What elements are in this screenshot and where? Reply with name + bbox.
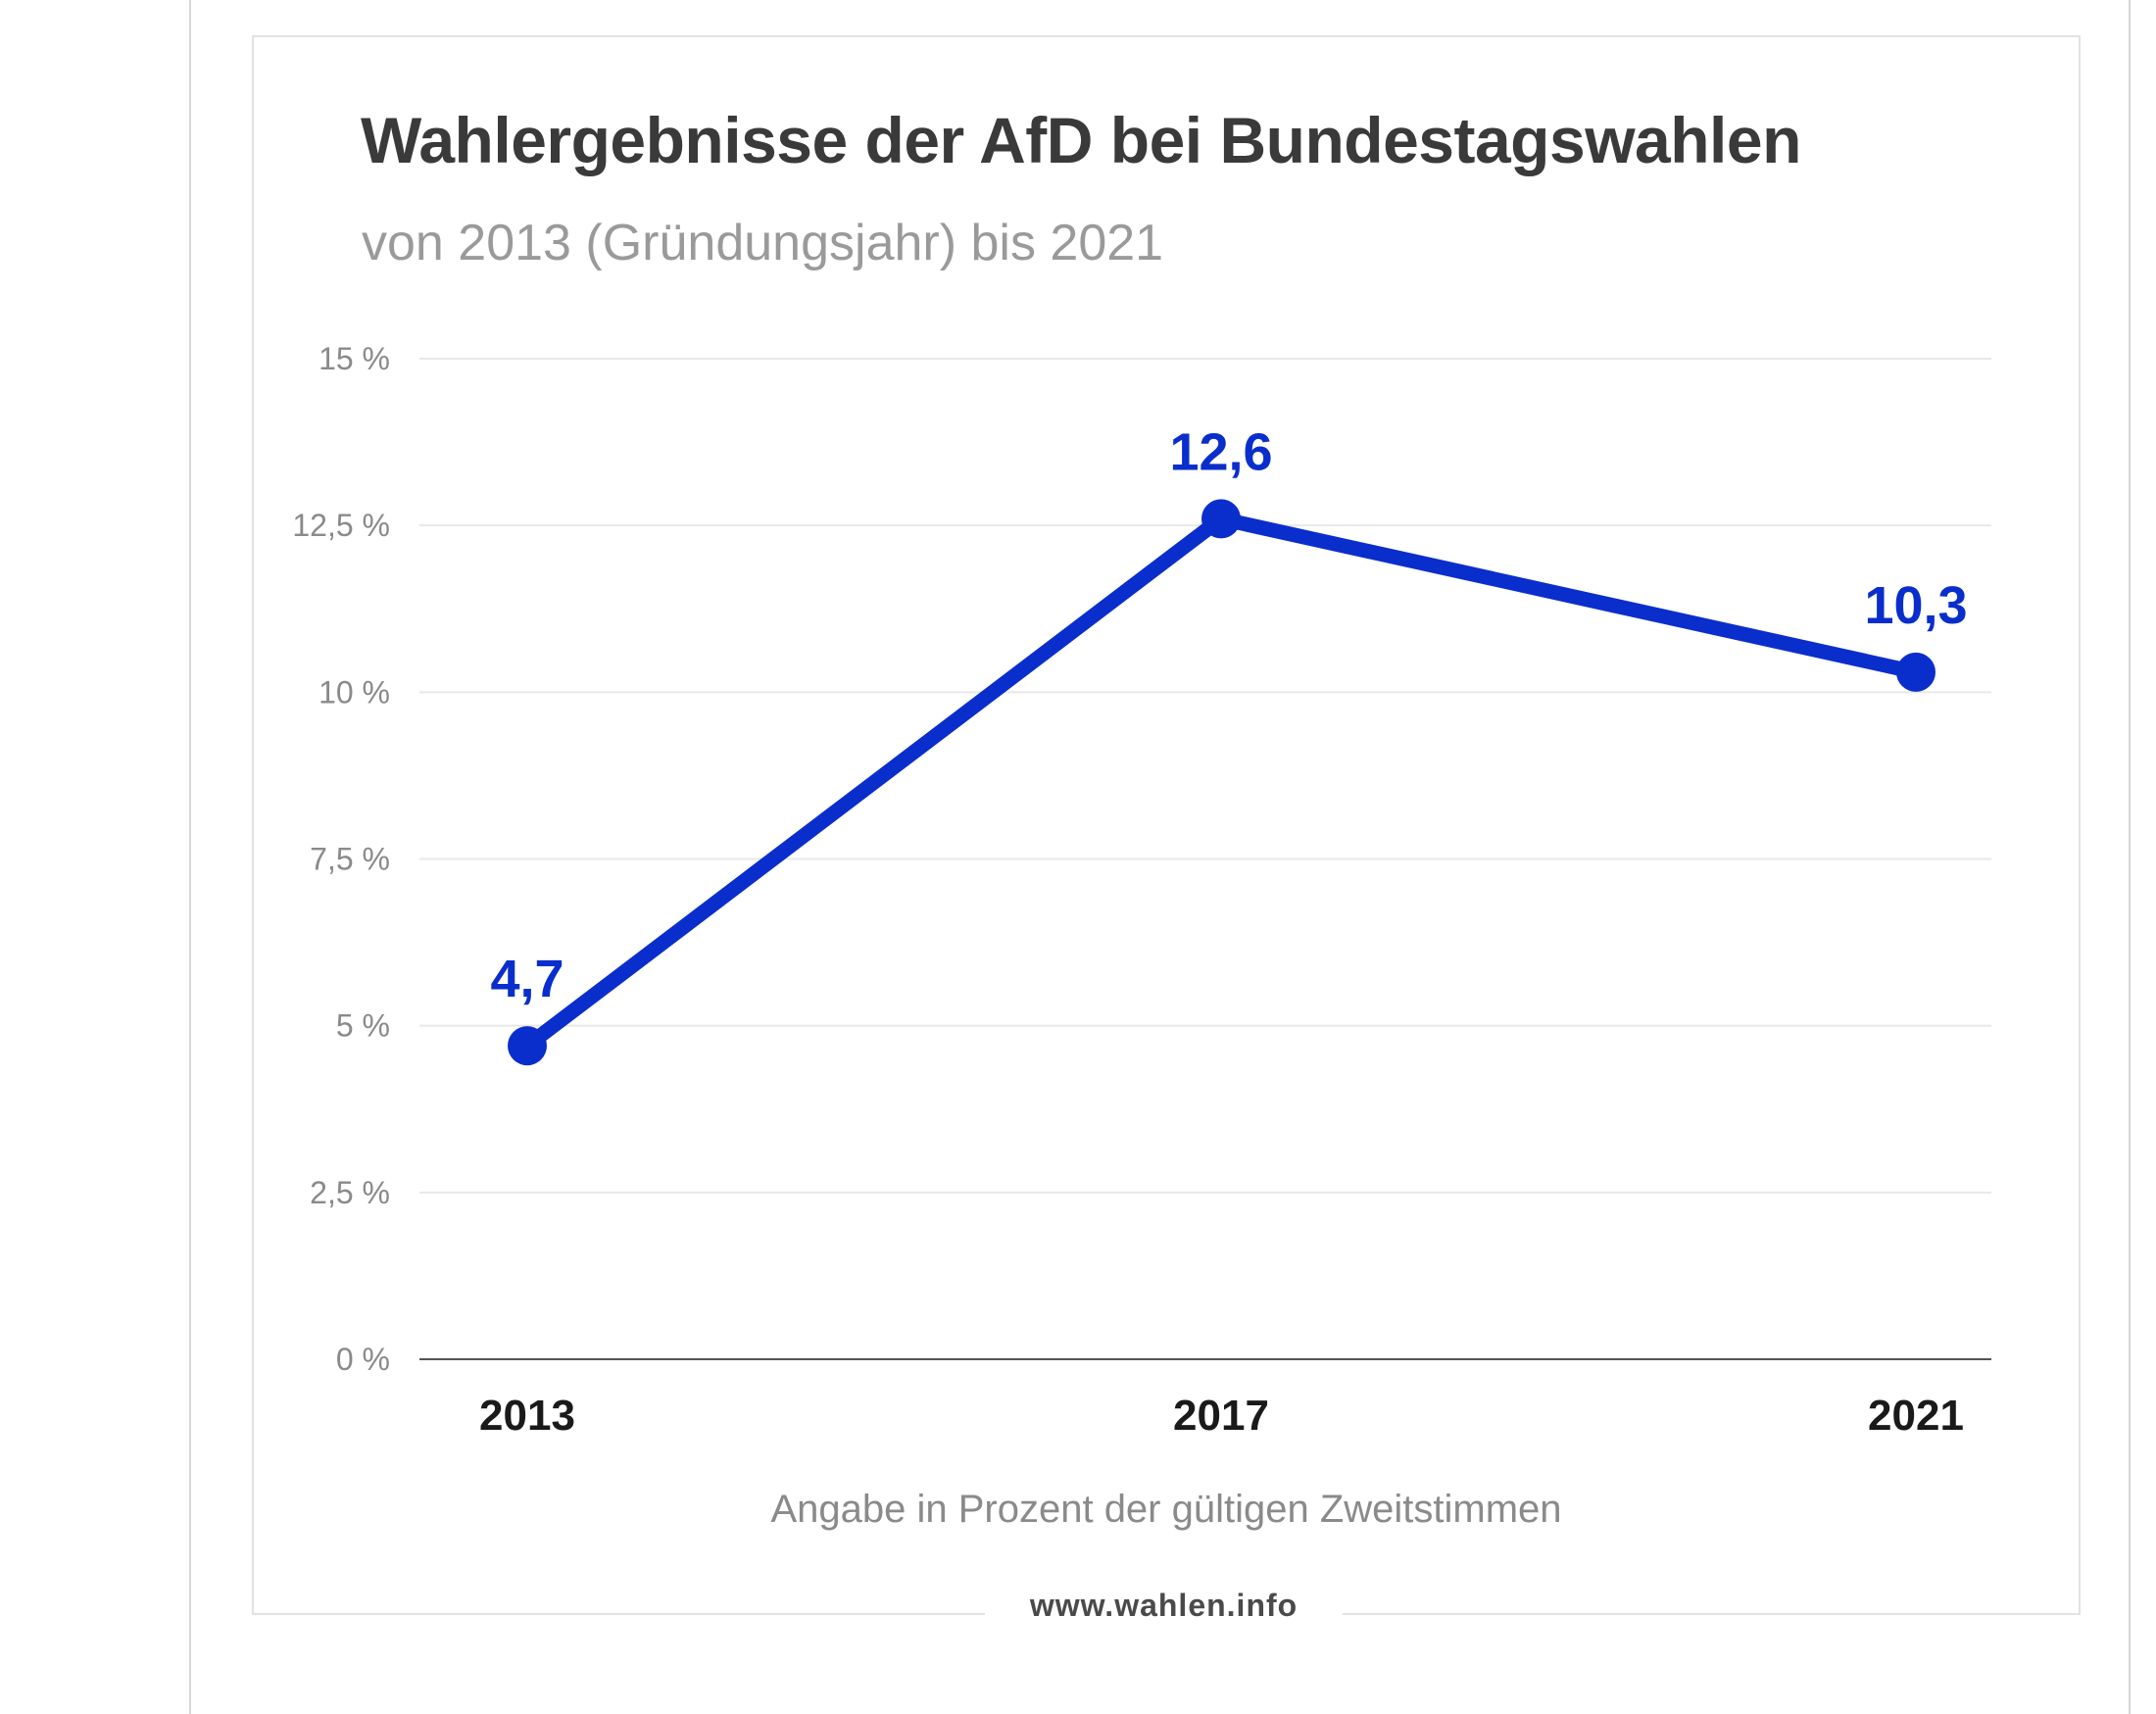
- data-label: 4,7: [490, 950, 564, 1008]
- x-axis-label: Angabe in Prozent der gültigen Zweitstim…: [770, 1488, 1562, 1531]
- page-right-border: [2129, 0, 2131, 1714]
- y-tick-label: 7,5 %: [310, 842, 390, 877]
- gridlines: [419, 358, 1991, 1194]
- y-tick-label: 2,5 %: [310, 1175, 390, 1210]
- source-background: [985, 1586, 1343, 1644]
- y-tick-label: 12,5 %: [292, 508, 390, 543]
- y-tick-label: 5 %: [336, 1008, 390, 1044]
- series: [508, 499, 1936, 1066]
- chart-subtitle: von 2013 (Gründungsjahr) bis 2021: [362, 215, 1164, 271]
- source-label: www.wahlen.info: [1029, 1588, 1298, 1623]
- data-point: [508, 1026, 547, 1066]
- y-tick-label: 15 %: [318, 341, 390, 376]
- y-tick-label: 0 %: [336, 1342, 390, 1377]
- x-tick-label: 2013: [479, 1392, 575, 1440]
- data-point: [1896, 652, 1936, 692]
- chart-title: Wahlergebnisse der AfD bei Bundestagswah…: [361, 104, 1801, 176]
- x-tick-label: 2021: [1868, 1392, 1964, 1440]
- page-left-border: [189, 0, 191, 1714]
- y-axis-tick-labels: 0 % 2,5 % 5 % 7,5 % 10 % 12,5 % 15 %: [292, 341, 390, 1377]
- y-tick-label: 10 %: [318, 674, 390, 710]
- chart-frame: [252, 35, 2081, 1615]
- series-line: [519, 511, 1924, 1053]
- data-label: 10,3: [1864, 576, 1967, 635]
- data-point: [1201, 499, 1241, 539]
- x-tick-label: 2017: [1173, 1392, 1269, 1440]
- x-axis-tick-labels: 2013 2017 2021: [479, 1392, 1964, 1440]
- data-labels: 4,7 12,6 10,3: [490, 422, 1967, 1008]
- data-label: 12,6: [1169, 422, 1272, 481]
